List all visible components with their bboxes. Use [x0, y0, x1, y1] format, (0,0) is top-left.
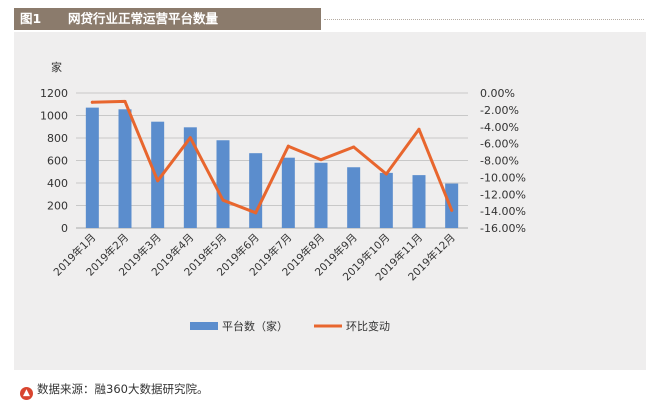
y-tick-label: 1000: [40, 110, 68, 123]
y-tick-label: 0: [61, 222, 68, 235]
bar: [412, 175, 426, 228]
line-point: [123, 99, 127, 103]
up-arrow-circle-icon: ▲: [20, 387, 33, 400]
bar: [314, 162, 328, 228]
bar: [249, 153, 263, 228]
y-tick-label: 400: [47, 177, 68, 190]
line-point: [221, 198, 225, 202]
y2-tick-label: -2.00%: [480, 104, 519, 117]
y2-tick-label: -16.00%: [480, 222, 526, 235]
bar: [281, 157, 295, 228]
bar: [118, 109, 132, 228]
chart: 0 200 400 600 800 1000 1200 0.00% -2.00% -4.00% -6…: [40, 60, 526, 333]
y2-tick-label: -12.00%: [480, 188, 526, 201]
figure-label: 图1: [20, 11, 42, 26]
bar: [445, 183, 459, 228]
source-text: 数据来源：融360大数据研究院。: [37, 382, 209, 396]
y-tick-label: 200: [47, 200, 68, 213]
y2-tick-label: -10.00%: [480, 171, 526, 184]
y2-tick-label: -4.00%: [480, 121, 519, 134]
line-point: [384, 172, 388, 176]
line-point: [156, 179, 160, 183]
line-point: [450, 208, 454, 212]
y2-tick-label: -6.00%: [480, 138, 519, 151]
source-note: ▲ 数据来源：融360大数据研究院。: [20, 381, 208, 400]
line-point: [319, 158, 323, 162]
line-point: [90, 100, 94, 104]
bar: [183, 127, 197, 228]
y2-tick-label: -14.00%: [480, 205, 526, 218]
line-point: [188, 136, 192, 140]
line-point: [254, 211, 258, 215]
legend-swatch-bar: [190, 322, 218, 330]
y-tick-label: 800: [47, 132, 68, 145]
line-point: [352, 145, 356, 149]
line-point: [417, 127, 421, 131]
y2-tick-label: -8.00%: [480, 155, 519, 168]
title-divider: [324, 19, 644, 20]
chart-panel: 0 200 400 600 800 1000 1200 0.00% -2.00% -4.00% -6…: [14, 32, 646, 370]
y2-tick-label: 0.00%: [480, 87, 515, 100]
legend-label-line: 环比变动: [346, 319, 390, 333]
legend-label-bar: 平台数（家）: [222, 319, 288, 333]
bar: [85, 107, 99, 228]
figure-title-bar: 图1 网贷行业正常运营平台数量: [14, 8, 321, 30]
y-tick-label: 1200: [40, 87, 68, 100]
y-tick-label: 600: [47, 155, 68, 168]
bar: [347, 167, 361, 228]
bar: [379, 172, 393, 228]
line-point: [286, 144, 290, 148]
line-series-mom-change: [90, 99, 454, 215]
figure-title: 网贷行业正常运营平台数量: [68, 11, 219, 26]
y-axis-label: 家: [51, 60, 62, 74]
bar: [151, 121, 165, 228]
bar: [216, 140, 230, 228]
